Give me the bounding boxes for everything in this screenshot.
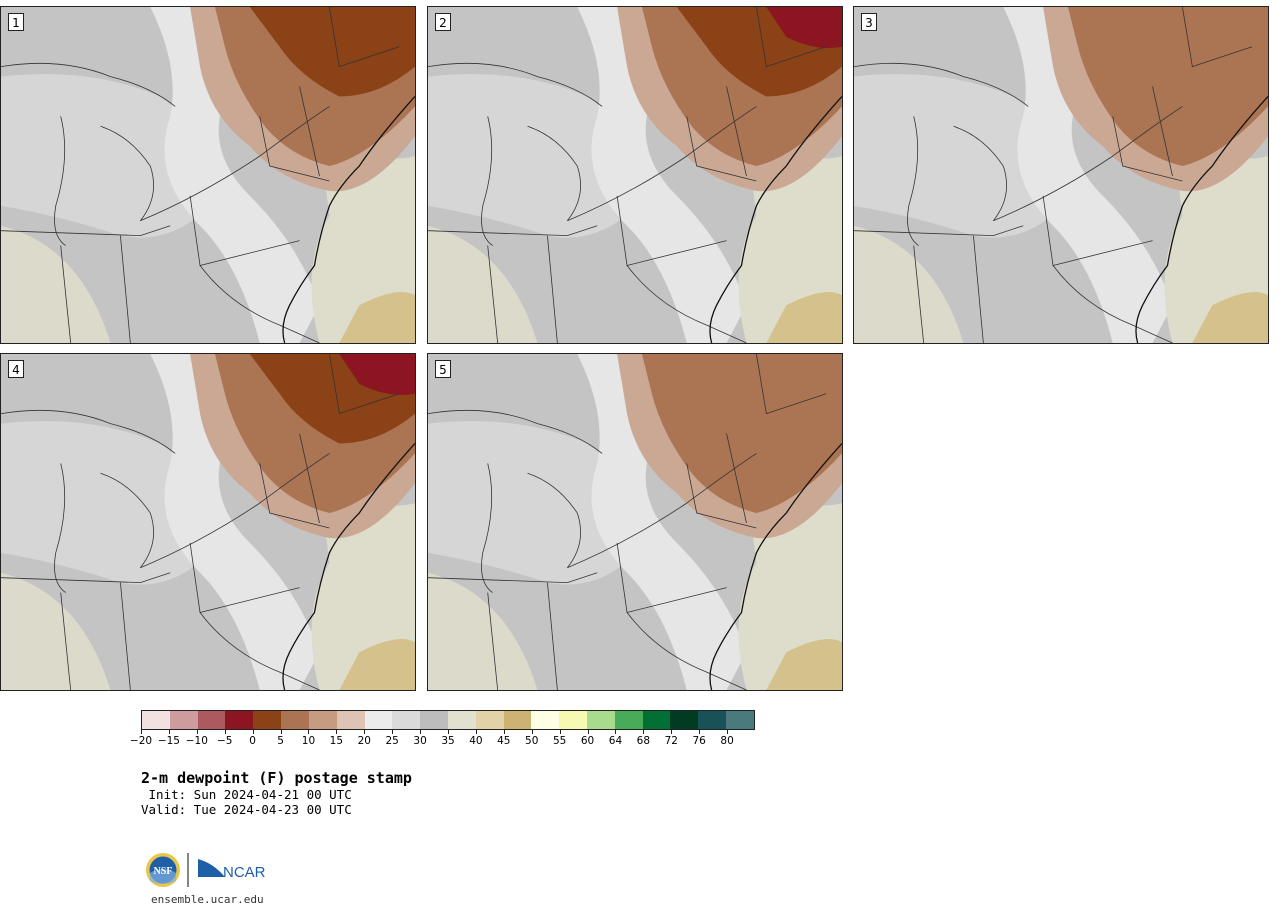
colorbar-swatch — [587, 711, 615, 729]
colorbar-ticks: −20 −15 −10 −5 0 5 10 15 20 25 30 35 40 45 50 55 60 64 68 7… — [130, 730, 755, 752]
colorbar-swatch — [142, 711, 170, 729]
colorbar-tick-mark — [420, 730, 422, 734]
colorbar-tick-label: 50 — [525, 735, 539, 747]
colorbar-tick-label: 20 — [357, 735, 371, 747]
member-number-label: 3 — [861, 13, 877, 31]
colorbar-tick-label: 0 — [249, 735, 256, 747]
colorbar-tick-mark — [727, 730, 729, 734]
colorbar-tick-mark — [196, 730, 198, 734]
site-url[interactable]: ensemble.ucar.edu — [151, 893, 264, 906]
colorbar-tick-label: 80 — [720, 735, 734, 747]
colorbar-swatch — [392, 711, 421, 729]
colorbar-tick-mark — [475, 730, 477, 734]
colorbar-swatch — [336, 711, 365, 729]
colorbar-swatch — [503, 711, 532, 729]
colorbar-tick-label: 76 — [692, 735, 706, 747]
colorbar-swatch — [364, 711, 393, 729]
colorbar-tick-mark — [503, 730, 505, 734]
member-panel-5[interactable]: 5 — [427, 353, 843, 691]
colorbar-tick-label: 60 — [580, 735, 595, 747]
colorbar-tick-mark — [141, 730, 142, 734]
colorbar-tick-label: −15 — [157, 735, 180, 747]
nsf-logo-text: NSF — [154, 866, 173, 877]
dewpoint-map — [1, 7, 415, 343]
colorbar-swatch — [169, 711, 198, 729]
colorbar-tick-label: 45 — [497, 735, 511, 747]
colorbar-swatch — [670, 711, 699, 729]
colorbar-tick-mark — [643, 730, 645, 734]
colorbar-tick-label: −5 — [216, 735, 233, 747]
dewpoint-map — [428, 7, 842, 343]
colorbar-tick-label: 5 — [277, 735, 284, 747]
colorbar-swatch — [726, 711, 754, 729]
colorbar-swatch — [281, 711, 309, 729]
colorbar-tick-mark — [280, 730, 282, 734]
colorbar-tick-mark — [168, 730, 170, 734]
member-number-label: 4 — [8, 360, 24, 378]
colorbar-tick-mark — [559, 730, 561, 734]
colorbar-tick-mark — [448, 730, 449, 734]
dewpoint-map — [428, 354, 842, 690]
colorbar-tick-label: −20 — [129, 735, 153, 747]
colorbar-swatch — [642, 711, 671, 729]
colorbar-tick-mark — [224, 730, 226, 734]
nsf-ncar-logo: NSF NCAR — [146, 853, 266, 887]
plot-title: 2-m dewpoint (F) postage stamp — [141, 769, 412, 787]
colorbar-swatch — [475, 711, 504, 729]
colorbar-tick-mark — [587, 730, 589, 734]
colorbar-swatch — [420, 711, 448, 729]
colorbar-swatch — [614, 711, 643, 729]
colorbar-tick-label: 72 — [664, 735, 678, 747]
colorbar-swatch — [308, 711, 337, 729]
colorbar-tick-label: 30 — [413, 735, 427, 747]
colorbar-tick-mark — [615, 730, 617, 734]
colorbar-swatch — [559, 711, 587, 729]
member-panel-4[interactable]: 4 — [0, 353, 416, 691]
colorbar-tick-mark — [252, 730, 254, 734]
dewpoint-map — [1, 354, 415, 690]
colorbar-tick-mark — [364, 730, 366, 734]
member-panel-2[interactable]: 2 — [427, 6, 843, 344]
colorbar-tick-label: 35 — [441, 735, 455, 747]
colorbar-tick-mark — [392, 730, 394, 734]
member-panel-1[interactable]: 1 — [0, 6, 416, 344]
init-time: Init: Sun 2024-04-21 00 UTC — [141, 787, 352, 802]
colorbar-tick-label: 55 — [552, 735, 567, 747]
colorbar-tick-mark — [531, 730, 533, 734]
colorbar-tick-label: 68 — [636, 735, 651, 747]
colorbar-tick-label: 40 — [469, 735, 483, 747]
colorbar-tick-mark — [671, 730, 673, 734]
colorbar-swatch — [531, 711, 560, 729]
member-number-label: 1 — [8, 13, 24, 31]
colorbar-swatch — [225, 711, 254, 729]
dewpoint-colorbar — [141, 710, 755, 730]
colorbar-tick-label: 10 — [301, 735, 316, 747]
colorbar-tick-label: 15 — [329, 735, 344, 747]
colorbar-swatch — [698, 711, 727, 729]
member-number-label: 2 — [435, 13, 451, 31]
member-number-label: 5 — [435, 360, 451, 378]
colorbar-swatch — [197, 711, 226, 729]
colorbar-tick-mark — [336, 730, 338, 734]
colorbar-swatch — [253, 711, 282, 729]
member-panel-3[interactable]: 3 — [853, 6, 1269, 344]
dewpoint-map — [854, 7, 1268, 343]
colorbar-tick-label: 64 — [608, 735, 623, 747]
colorbar-tick-label: −10 — [185, 735, 208, 747]
colorbar-tick-mark — [699, 730, 701, 734]
ncar-logo-text: NCAR — [223, 864, 266, 881]
colorbar-tick-label: 25 — [385, 735, 399, 747]
colorbar-swatch — [447, 711, 476, 729]
valid-time: Valid: Tue 2024-04-23 00 UTC — [141, 802, 352, 817]
colorbar-tick-mark — [308, 730, 310, 734]
